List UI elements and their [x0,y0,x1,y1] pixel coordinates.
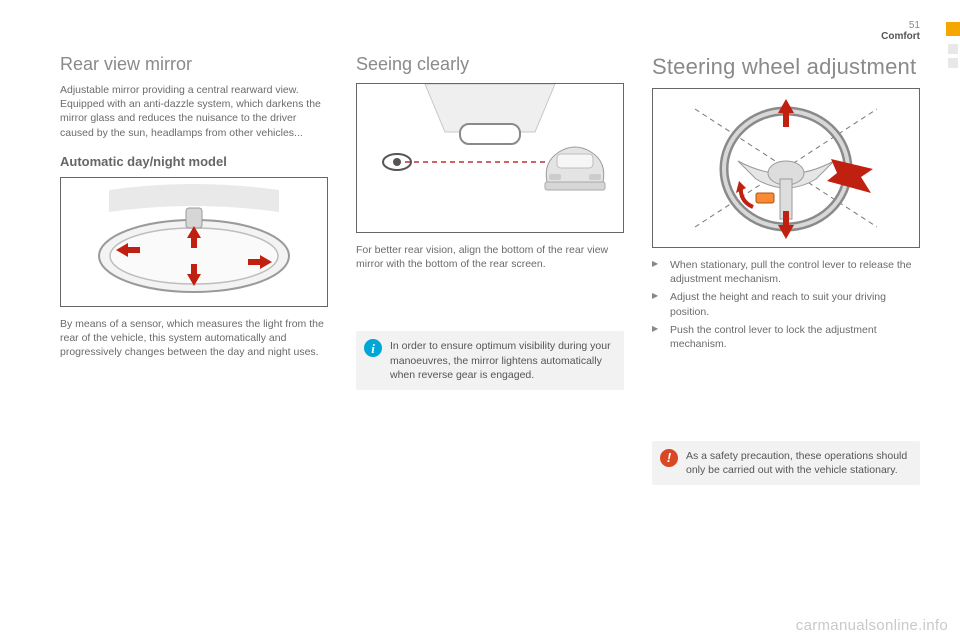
column-steering: Steering wheel adjustment [652,54,920,485]
subheading-auto-daynight: Automatic day/night model [60,154,328,169]
page-number: 51 [881,20,920,31]
figure-mirror [60,177,328,307]
column-seeing-clearly: Seeing clearly [356,54,624,485]
step-1: When stationary, pull the control lever … [652,258,920,286]
intro-text: Adjustable mirror providing a central re… [60,83,328,140]
tab-dots [946,44,960,72]
column-rear-view-mirror: Rear view mirror Adjustable mirror provi… [60,54,328,485]
info-icon: i [364,339,382,357]
info-text: In order to ensure optimum visibility du… [390,340,611,380]
caption-mirror: By means of a sensor, which measures the… [60,317,328,360]
caption-seeing-clearly: For better rear vision, align the bottom… [356,243,624,271]
steps-list: When stationary, pull the control lever … [652,258,920,351]
heading-seeing-clearly: Seeing clearly [356,54,624,75]
heading-rear-view-mirror: Rear view mirror [60,54,328,75]
steering-illustration [661,89,911,247]
tab-marker [946,22,960,36]
info-callout: i In order to ensure optimum visibility … [356,331,624,390]
figure-steering [652,88,920,248]
page-header: 51 Comfort [881,20,920,42]
watermark: carmanualsonline.info [796,617,948,634]
warn-icon: ! [660,449,678,467]
figure-seeing-clearly [356,83,624,233]
step-2: Adjust the height and reach to suit your… [652,290,920,318]
section-label: Comfort [881,31,920,42]
page-content: 51 Comfort Rear view mirror Adjustable m… [60,20,920,620]
seeing-clearly-illustration [365,84,615,232]
warn-text: As a safety precaution, these operations… [686,450,907,476]
heading-steering: Steering wheel adjustment [652,54,920,80]
step-3: Push the control lever to lock the adjus… [652,323,920,351]
mirror-illustration [74,178,314,306]
warn-callout: ! As a safety precaution, these operatio… [652,441,920,485]
